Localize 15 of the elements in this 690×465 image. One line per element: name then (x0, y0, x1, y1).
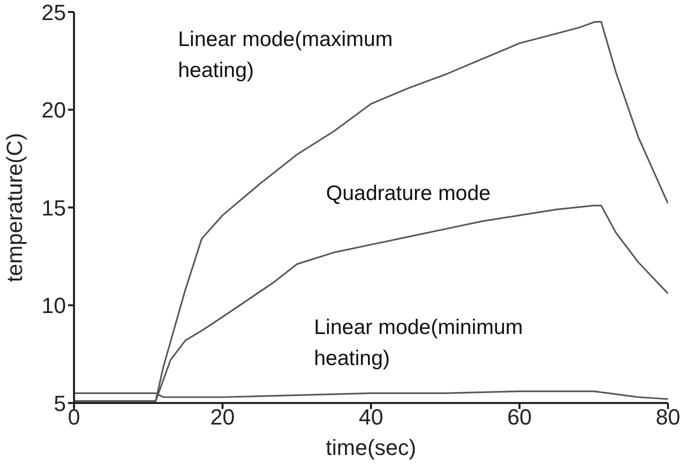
x-tick-label: 80 (656, 404, 680, 430)
y-tick-label: 10 (42, 293, 66, 318)
x-axis-title: time(sec) (326, 435, 416, 460)
y-axis-title: temperature(C) (2, 132, 27, 282)
x-tick-label: 60 (507, 404, 532, 430)
series-label: Quadrature mode (326, 181, 492, 207)
y-tick-label: 15 (42, 195, 66, 220)
series-label: Linear mode(minimum heating) (314, 315, 524, 372)
y-tick-label: 20 (42, 98, 66, 123)
x-tick-label: 0 (68, 404, 80, 430)
y-tick-label: 25 (42, 0, 66, 25)
x-tick-label: 20 (210, 404, 235, 430)
x-tick-label: 40 (358, 404, 384, 430)
series-label: Linear mode(maximum heating) (178, 27, 394, 84)
y-tick-label: 5 (54, 390, 66, 416)
